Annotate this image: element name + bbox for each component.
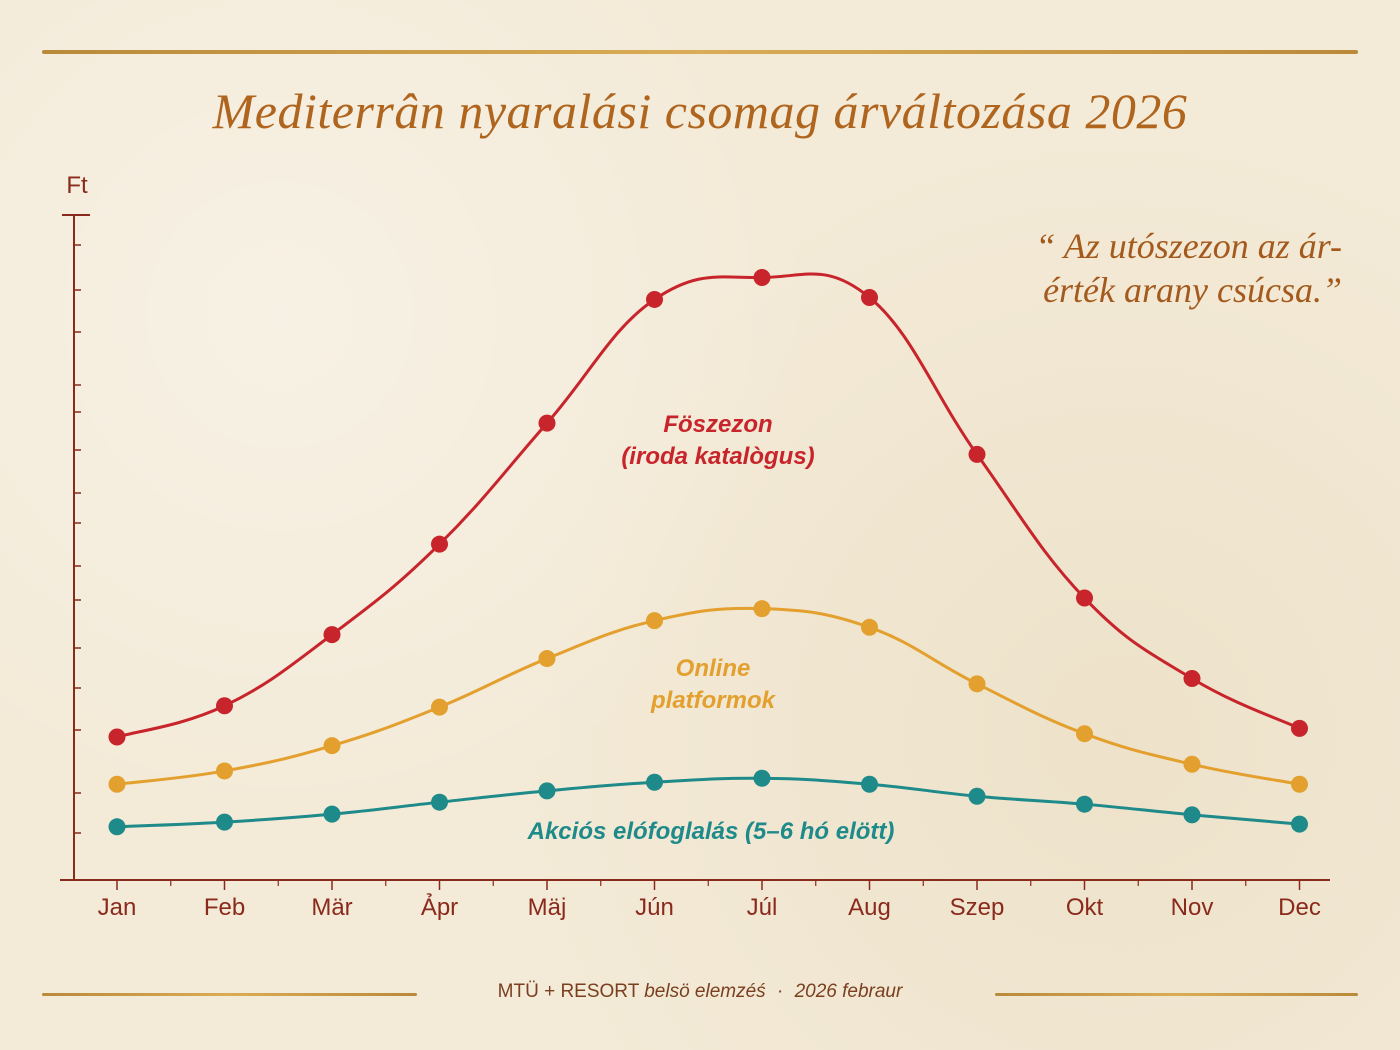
- data-point-2-Ảpr: [431, 793, 448, 811]
- data-point-0-Dec: [1291, 719, 1308, 737]
- series-line-1: [116, 606, 1300, 786]
- bottom-rule-left: [42, 993, 417, 996]
- data-point-0-Ảpr: [431, 535, 448, 553]
- data-point-0-Jún: [646, 290, 663, 308]
- data-point-2-Aug: [861, 775, 878, 793]
- x-tick-label-Mär: Mär: [311, 894, 352, 921]
- data-point-1-Aug: [861, 618, 878, 636]
- data-point-2-Feb: [216, 813, 233, 831]
- data-point-1-Mäj: [538, 650, 556, 668]
- series-label-0-line-0: Föszezon: [663, 411, 772, 438]
- footer-source-main: MTÜ + RESORT: [497, 981, 639, 1002]
- x-tick-label-Ảpr: Ảpr: [421, 892, 458, 921]
- data-point-0-Okt: [1076, 589, 1093, 607]
- data-point-1-Mär: [323, 737, 341, 755]
- footer-separator: ·: [776, 981, 784, 1002]
- x-tick-label-Aug: Aug: [848, 894, 891, 921]
- data-point-1-Feb: [216, 762, 233, 780]
- quote-line-2: érték arany csúcsa.”: [1043, 270, 1342, 310]
- data-point-1-Szep: [968, 675, 986, 693]
- data-point-0-Mär: [323, 626, 341, 644]
- data-point-1-Jan: [108, 775, 126, 793]
- x-tick-label-Feb: Feb: [204, 894, 245, 921]
- data-point-1-Jún: [646, 612, 663, 630]
- chart-title: Mediterrân nyaralási csomag árváltozása …: [212, 83, 1188, 139]
- footer-date: 2026 febraur: [794, 981, 903, 1002]
- data-point-2-Mär: [323, 805, 341, 823]
- series-label-1-line-0: Online: [676, 655, 751, 682]
- data-point-1-Júl: [753, 600, 771, 618]
- x-tick-label-Okt: Okt: [1066, 894, 1104, 921]
- x-tick-label-Dec: Dec: [1278, 894, 1321, 921]
- data-point-2-Mäj: [538, 782, 556, 800]
- quote-callout: “ Az utószezon az ár- érték arany csúcsa…: [982, 224, 1342, 312]
- data-point-1-Okt: [1076, 725, 1093, 743]
- x-tick-label-Szep: Szep: [950, 894, 1005, 921]
- data-point-2-Jún: [646, 773, 663, 791]
- data-point-0-Aug: [861, 288, 878, 306]
- series-line-2: [116, 776, 1300, 829]
- data-point-2-Szep: [968, 787, 986, 805]
- data-point-2-Dec: [1291, 815, 1308, 833]
- data-point-0-Feb: [216, 697, 233, 715]
- data-point-2-Jan: [108, 818, 126, 836]
- x-tick-label-Nov: Nov: [1171, 894, 1214, 921]
- quote-line-1: “ Az utószezon az ár-: [1035, 226, 1342, 266]
- bottom-rule-right: [995, 993, 1358, 996]
- footer-source-italic: belsö elemzéś: [644, 981, 766, 1002]
- data-point-0-Szep: [968, 445, 986, 463]
- data-point-1-Dec: [1291, 775, 1308, 793]
- x-tick-label-Mäj: Mäj: [528, 894, 567, 921]
- x-tick-label-Júl: Júl: [747, 894, 778, 921]
- data-point-2-Okt: [1076, 795, 1093, 813]
- data-point-1-Nov: [1183, 755, 1201, 773]
- x-tick-label-Jan: Jan: [98, 894, 137, 921]
- data-point-2-Nov: [1183, 806, 1201, 824]
- top-rule: [42, 50, 1358, 54]
- footer-source: MTÜ + RESORT belsö elemzéś · 2026 febrau…: [0, 981, 1400, 1003]
- series-label-1-line-1: platformok: [650, 687, 777, 714]
- y-axis-label: Ft: [66, 172, 88, 199]
- data-point-0-Jan: [108, 728, 126, 746]
- data-point-0-Mäj: [538, 414, 556, 432]
- x-tick-label-Jún: Jún: [635, 894, 674, 921]
- data-point-0-Nov: [1183, 670, 1201, 688]
- data-point-0-Júl: [753, 269, 771, 287]
- series-label-2-line-0: Akciós elófoglalás (5–6 hó elött): [527, 818, 895, 845]
- data-point-1-Ảpr: [431, 698, 448, 716]
- data-point-2-Júl: [753, 769, 771, 787]
- series-label-0-line-1: (iroda katalògus): [621, 443, 814, 470]
